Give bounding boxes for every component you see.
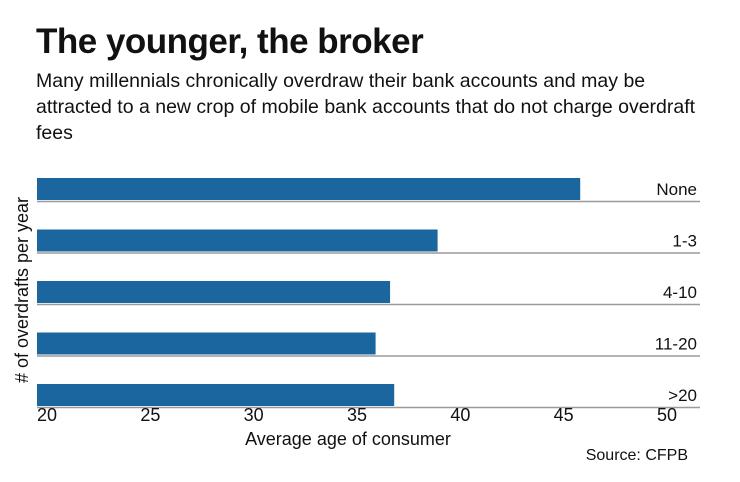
category-label: 1-3 xyxy=(672,232,697,251)
x-tick-label: 30 xyxy=(244,405,264,425)
x-axis-title: Average age of consumer xyxy=(245,429,451,449)
category-label: 4-10 xyxy=(663,283,697,302)
bar-11-20 xyxy=(37,332,376,355)
bar-4-10 xyxy=(37,281,391,303)
x-tick-label: 40 xyxy=(450,405,470,425)
x-tick-label: 35 xyxy=(347,405,367,425)
y-axis-title: # of overdrafts per year xyxy=(12,197,32,383)
category-label: None xyxy=(656,180,697,199)
category-label: 11-20 xyxy=(655,335,697,354)
x-tick-label: 45 xyxy=(554,405,574,425)
bar-None xyxy=(37,178,581,200)
bar-1-3 xyxy=(37,229,438,252)
source-note: Source: CFPB xyxy=(586,447,688,464)
x-tick-label: 25 xyxy=(140,405,160,425)
bar->20 xyxy=(37,384,395,406)
chart-title: The younger, the broker xyxy=(36,22,424,61)
x-tick-label: 20 xyxy=(37,405,57,425)
category-label: >20 xyxy=(668,386,697,405)
chart-subtitle: Many millennials chronically overdraw th… xyxy=(36,70,696,144)
x-tick-label: 50 xyxy=(657,405,677,425)
